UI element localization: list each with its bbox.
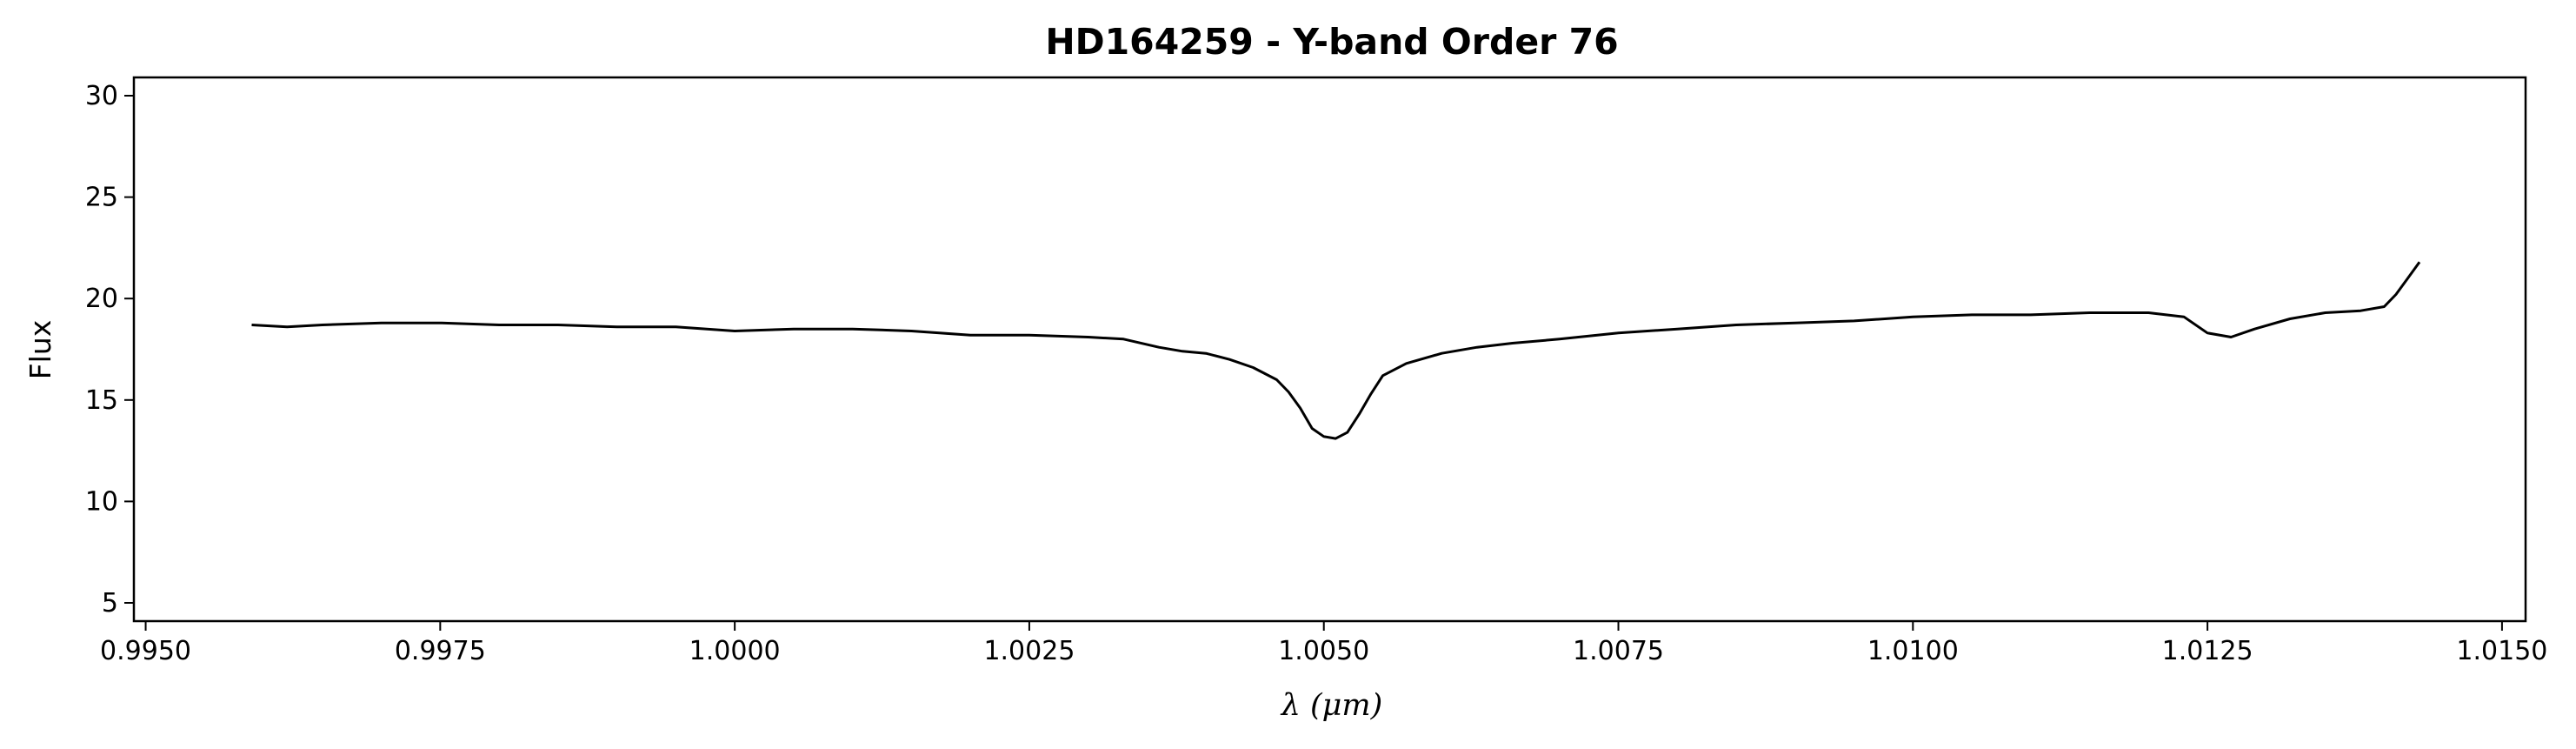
plot-frame	[132, 76, 2527, 623]
chart-title: HD164259 - Y-band Order 76	[1045, 21, 1618, 63]
y-tick-label: 10	[85, 486, 118, 517]
y-axis-label: Flux	[23, 320, 57, 380]
x-tick-label: 1.0075	[1573, 636, 1664, 666]
x-tick-label: 1.0025	[983, 636, 1075, 666]
x-tick-label: 1.0125	[2162, 636, 2253, 666]
y-axis: 5 10 15 20 25 30	[85, 81, 134, 619]
y-tick-label: 20	[85, 284, 118, 314]
x-tick-label: 1.0050	[1278, 636, 1369, 666]
x-tick-label: 1.0150	[2456, 636, 2547, 666]
y-tick-label: 5	[102, 588, 118, 619]
y-tick-label: 15	[85, 385, 118, 416]
x-axis-label: λ (μm)	[1280, 688, 1383, 723]
x-tick-label: 1.0000	[689, 636, 781, 666]
y-tick-label: 30	[85, 81, 118, 111]
x-axis: 0.9950 0.9975 1.0000 1.0025 1.0050 1.0075 1.01…	[100, 621, 2547, 666]
y-tick-label: 25	[85, 183, 118, 213]
spectrum-series-line	[251, 261, 2421, 440]
x-tick-label: 1.0100	[1867, 636, 1959, 666]
x-tick-label: 0.9950	[100, 636, 191, 666]
x-tick-label: 0.9975	[395, 636, 486, 666]
